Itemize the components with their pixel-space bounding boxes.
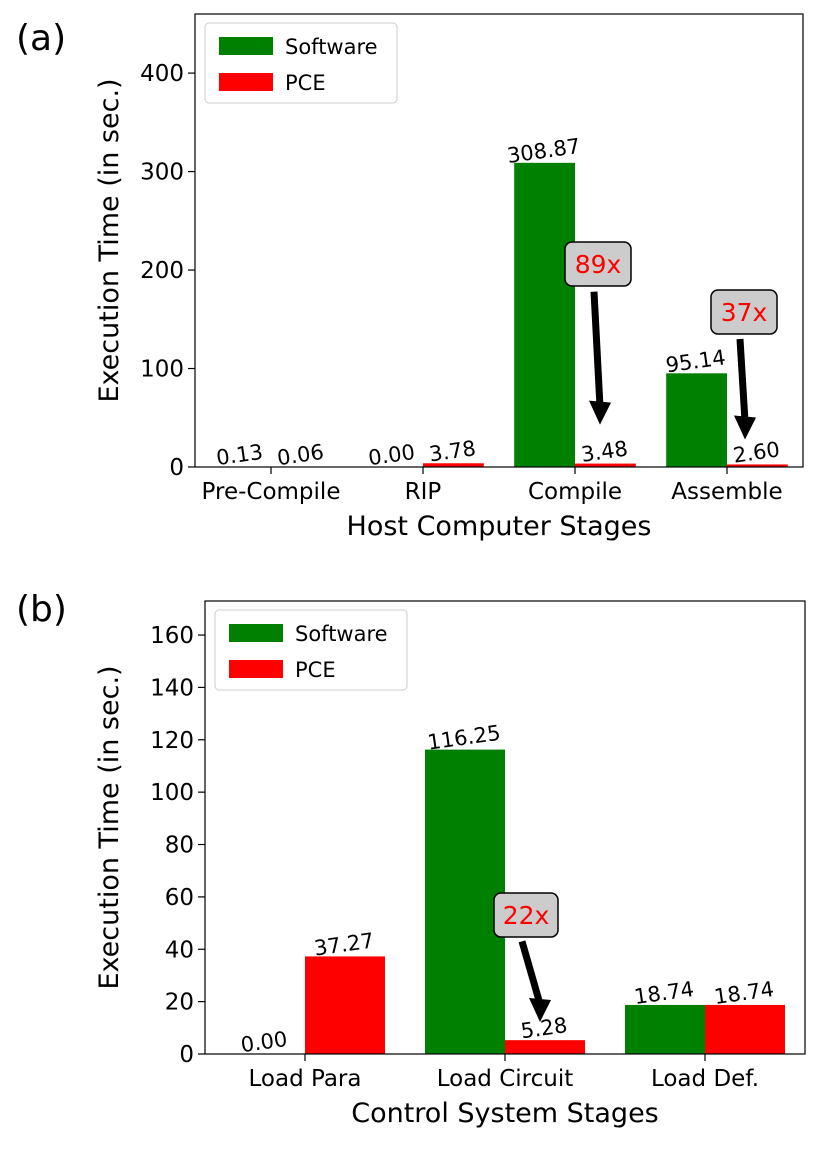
value-label: 18.74 bbox=[713, 977, 776, 1009]
y-tick-label: 20 bbox=[165, 990, 194, 1016]
value-label: 0.06 bbox=[276, 440, 326, 470]
value-label: 5.28 bbox=[519, 1013, 569, 1043]
y-tick-label: 300 bbox=[140, 160, 184, 186]
value-label: 3.48 bbox=[580, 437, 630, 467]
speedup-annotation: 89x bbox=[564, 241, 632, 425]
x-tick-label: Load Para bbox=[249, 1066, 362, 1092]
value-label: 0.13 bbox=[215, 440, 265, 470]
y-axis-label: Execution Time (in sec.) bbox=[94, 665, 125, 989]
y-tick-label: 100 bbox=[140, 357, 184, 383]
legend-swatch-pce bbox=[219, 73, 273, 91]
y-tick-label: 0 bbox=[179, 1042, 194, 1068]
x-tick-label: Load Circuit bbox=[437, 1066, 574, 1092]
bar-software-2 bbox=[625, 1004, 705, 1054]
legend-swatch-software bbox=[219, 37, 273, 55]
y-tick-label: 0 bbox=[169, 455, 184, 481]
speedup-label: 37x bbox=[721, 298, 768, 327]
y-tick-label: 140 bbox=[150, 675, 194, 701]
y-tick-label: 80 bbox=[165, 833, 194, 859]
value-label: 116.25 bbox=[426, 721, 502, 755]
panel-label: (b) bbox=[16, 589, 67, 630]
legend: Software PCE bbox=[214, 609, 408, 691]
speedup-arrow-shaft bbox=[518, 940, 544, 1005]
x-axis-label: Control System Stages bbox=[351, 1098, 659, 1129]
value-label: 37.27 bbox=[313, 928, 376, 960]
speedup-arrow-shaft bbox=[590, 291, 604, 407]
value-label: 2.60 bbox=[732, 437, 782, 467]
bar-pce-1 bbox=[423, 463, 484, 467]
chart-panel-b: (b) 0.00 116.25 18.74 37.27 5.28 18.74 0 20 40 60 8… bbox=[16, 589, 806, 1129]
bar-software-1 bbox=[425, 749, 505, 1054]
bar-pce-1 bbox=[505, 1040, 585, 1054]
y-tick-label: 100 bbox=[150, 780, 194, 806]
y-axis-label: Execution Time (in sec.) bbox=[94, 78, 125, 402]
y-tick-label: 160 bbox=[150, 623, 194, 649]
plot-frame bbox=[194, 13, 804, 468]
value-label: 0.00 bbox=[367, 440, 417, 470]
value-label: 3.78 bbox=[428, 436, 478, 466]
legend-swatch-software bbox=[229, 624, 283, 642]
speedup-box bbox=[710, 289, 778, 335]
legend-label-software: Software bbox=[295, 622, 388, 646]
y-tick-label: 400 bbox=[140, 61, 184, 87]
x-tick-label: Compile bbox=[528, 479, 622, 505]
speedup-label: 89x bbox=[575, 250, 622, 279]
legend: Software PCE bbox=[204, 22, 398, 104]
speedup-arrow-shaft bbox=[736, 338, 749, 422]
x-axis-label: Host Computer Stages bbox=[347, 511, 652, 542]
speedup-arrow-head bbox=[529, 997, 551, 1022]
x-tick-label: Pre-Compile bbox=[202, 479, 341, 505]
bar-pce-2 bbox=[705, 1004, 785, 1054]
bar-software-3 bbox=[666, 373, 727, 467]
bar-software-2 bbox=[514, 162, 575, 467]
speedup-arrow-head bbox=[589, 400, 611, 425]
speedup-box bbox=[493, 892, 559, 938]
y-tick-label: 120 bbox=[150, 728, 194, 754]
speedup-box bbox=[564, 241, 632, 287]
speedup-arrow-head bbox=[734, 415, 756, 440]
bar-pce-2 bbox=[575, 463, 636, 467]
legend-label-pce: PCE bbox=[285, 71, 326, 95]
legend-swatch-pce bbox=[229, 660, 283, 678]
chart-panel-a: (a) 0.13 0.00 308.87 95.14 0.06 3.78 3.48 2.60 0 1… bbox=[16, 13, 804, 542]
x-tick-label: RIP bbox=[405, 479, 442, 505]
legend-label-software: Software bbox=[285, 35, 378, 59]
speedup-annotation: 22x bbox=[493, 892, 559, 1022]
legend-label-pce: PCE bbox=[295, 658, 336, 682]
value-label: 308.87 bbox=[506, 134, 582, 168]
value-label: 18.74 bbox=[633, 977, 696, 1009]
bar-pce-3 bbox=[727, 464, 788, 467]
speedup-label: 22x bbox=[503, 901, 550, 930]
y-tick-label: 60 bbox=[165, 885, 194, 911]
bar-pce-0 bbox=[305, 956, 385, 1054]
panel-label: (a) bbox=[16, 18, 66, 59]
y-tick-label: 40 bbox=[165, 937, 194, 963]
value-label: 95.14 bbox=[664, 345, 727, 377]
value-label: 0.00 bbox=[239, 1027, 289, 1057]
speedup-annotation: 37x bbox=[710, 289, 778, 440]
y-tick-label: 200 bbox=[140, 258, 184, 284]
x-tick-label: Load Def. bbox=[651, 1066, 759, 1092]
x-tick-label: Assemble bbox=[671, 479, 782, 505]
